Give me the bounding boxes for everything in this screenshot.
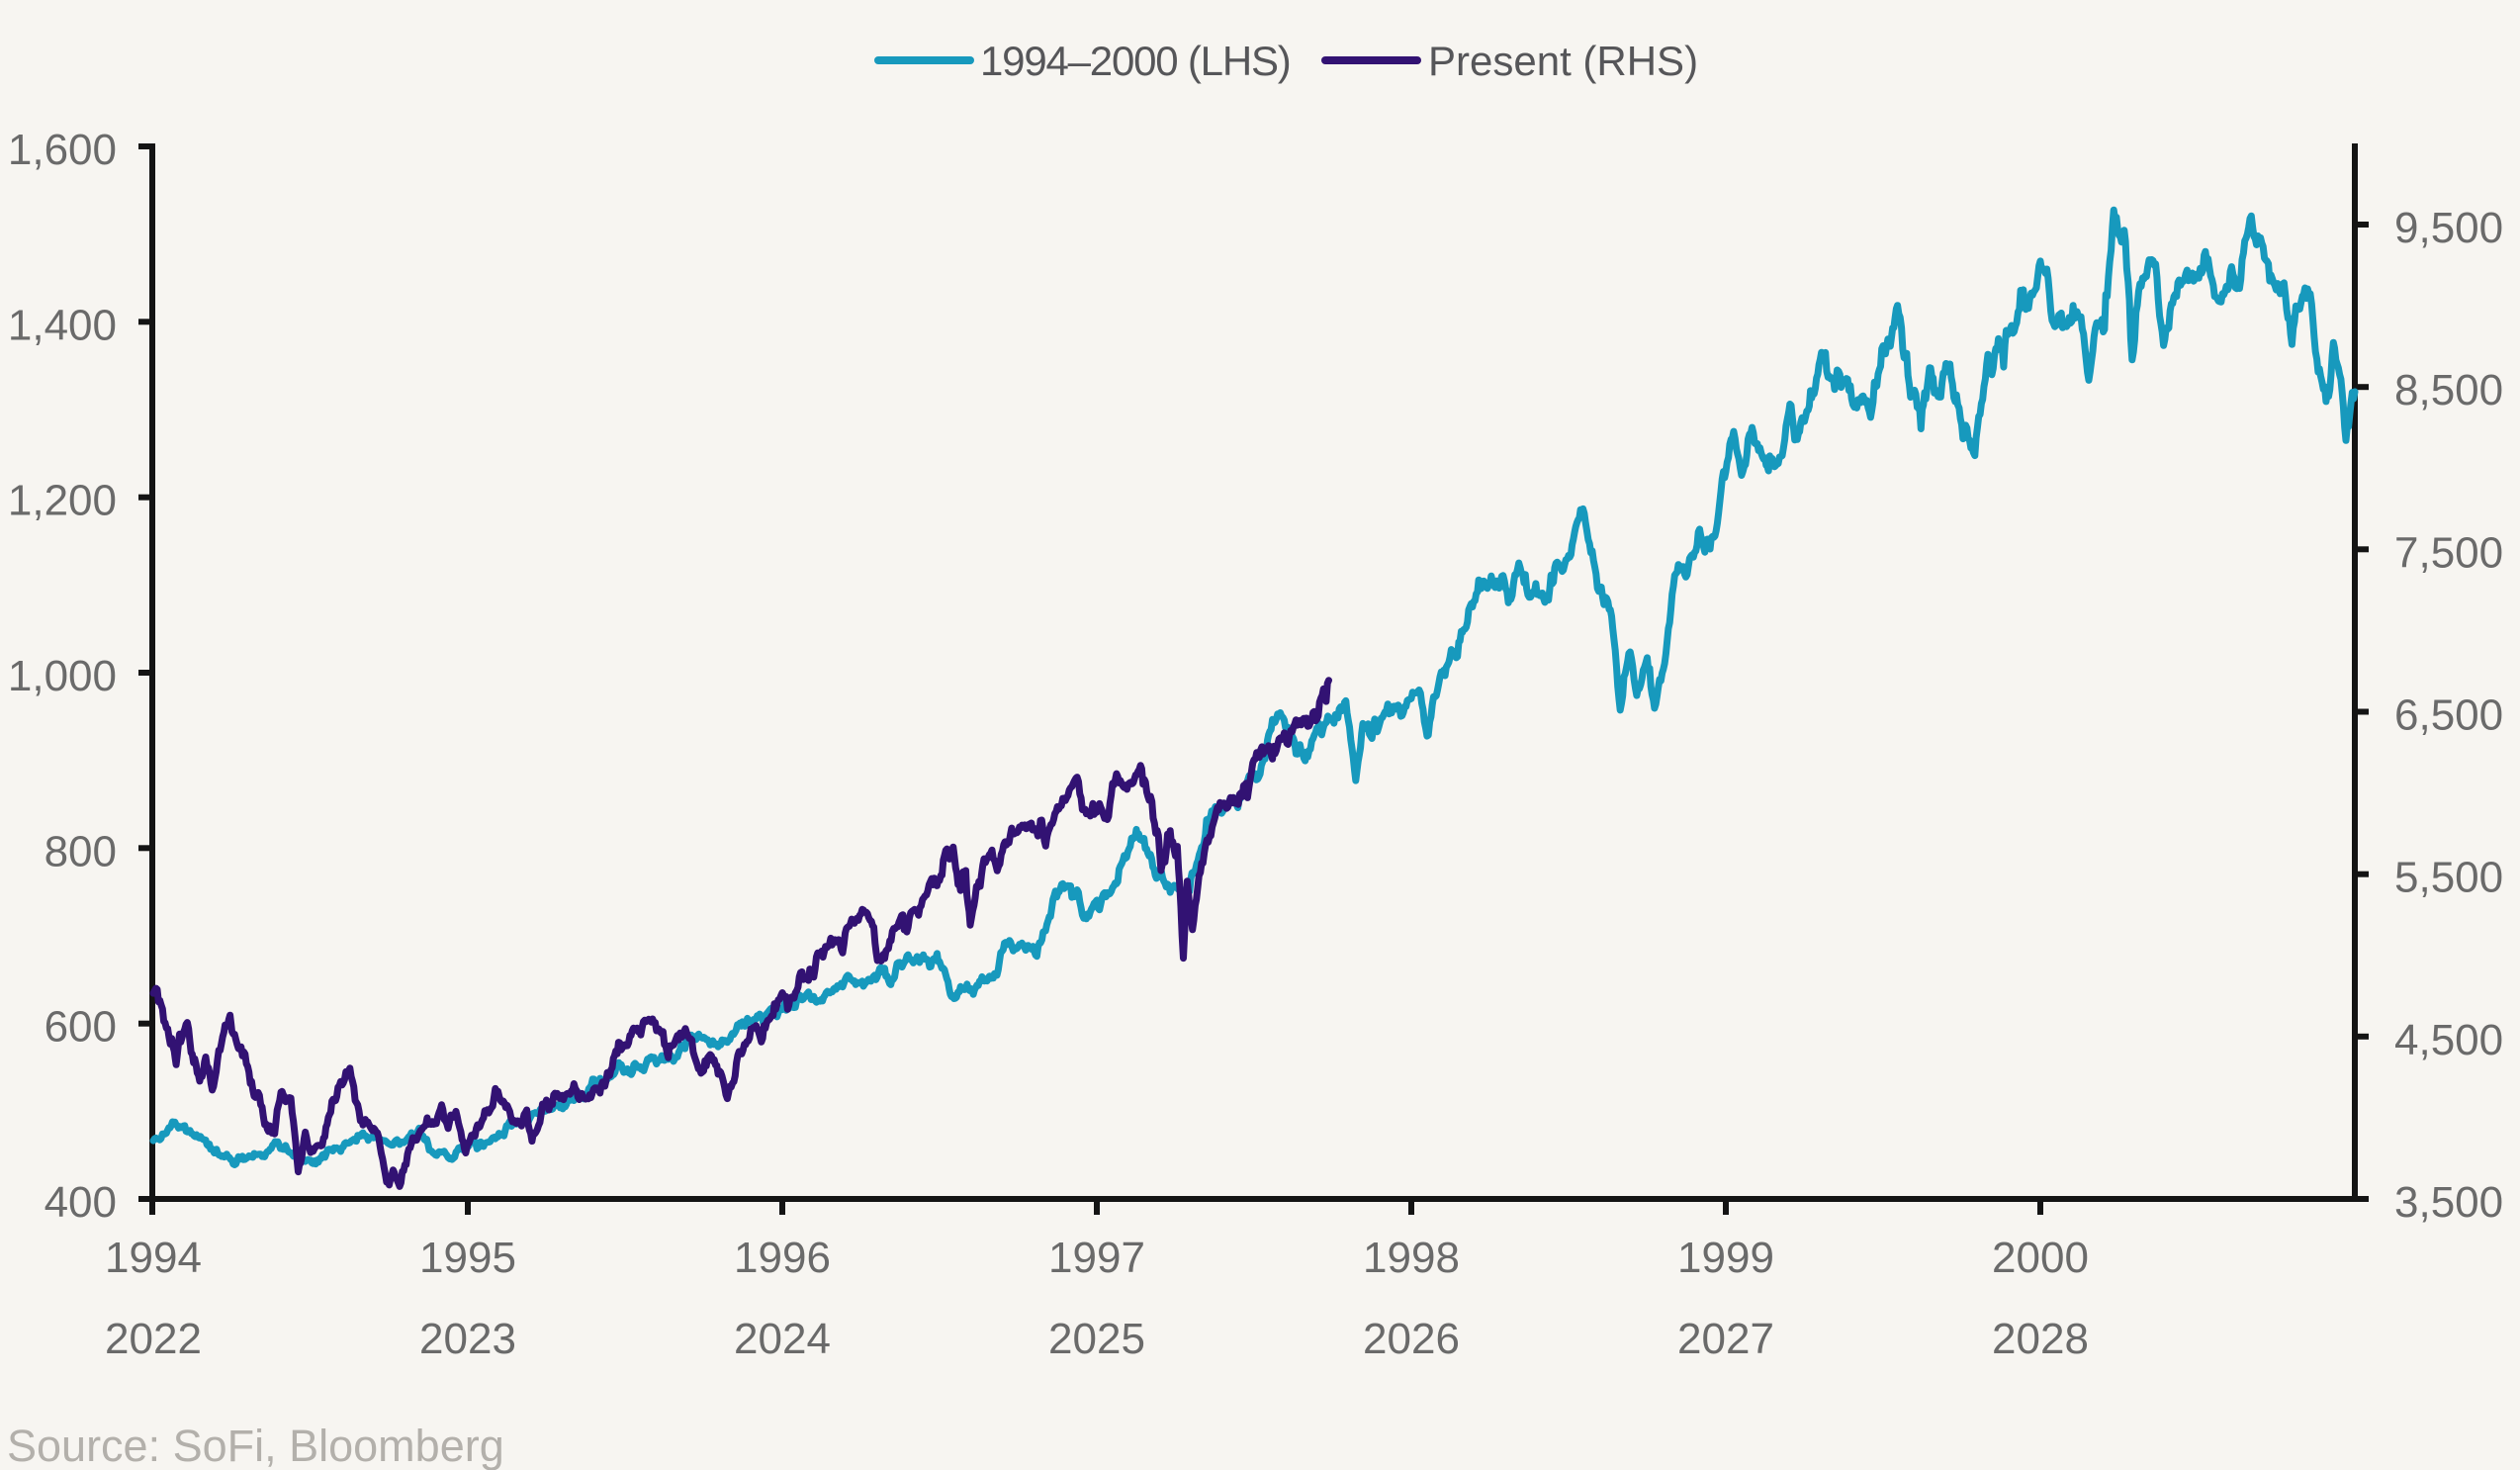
svg-text:4,500: 4,500 (2394, 1016, 2503, 1064)
svg-text:Present (RHS): Present (RHS) (1428, 38, 1698, 84)
svg-text:1,000: 1,000 (8, 652, 117, 700)
svg-text:2024: 2024 (734, 1315, 831, 1363)
svg-text:1994–2000 (LHS): 1994–2000 (LHS) (980, 38, 1291, 84)
svg-text:9,500: 9,500 (2394, 204, 2503, 252)
svg-text:2022: 2022 (105, 1315, 202, 1363)
svg-text:1996: 1996 (734, 1234, 831, 1282)
svg-text:1,200: 1,200 (8, 477, 117, 525)
svg-text:1997: 1997 (1048, 1234, 1145, 1282)
svg-text:5,500: 5,500 (2394, 854, 2503, 902)
svg-text:2028: 2028 (1992, 1315, 2089, 1363)
svg-text:8,500: 8,500 (2394, 366, 2503, 414)
svg-text:2025: 2025 (1048, 1315, 1145, 1363)
svg-text:2023: 2023 (419, 1315, 516, 1363)
svg-text:2027: 2027 (1677, 1315, 1774, 1363)
svg-text:400: 400 (45, 1178, 117, 1227)
svg-text:1999: 1999 (1677, 1234, 1774, 1282)
svg-text:7,500: 7,500 (2394, 528, 2503, 577)
svg-text:1998: 1998 (1363, 1234, 1460, 1282)
svg-text:800: 800 (45, 827, 117, 875)
svg-text:1994: 1994 (105, 1234, 202, 1282)
svg-text:1,400: 1,400 (8, 301, 117, 349)
svg-text:3,500: 3,500 (2394, 1178, 2503, 1227)
svg-text:6,500: 6,500 (2394, 691, 2503, 740)
svg-text:1995: 1995 (419, 1234, 516, 1282)
svg-text:2026: 2026 (1363, 1315, 1460, 1363)
svg-text:1,600: 1,600 (8, 126, 117, 174)
svg-text:600: 600 (45, 1003, 117, 1052)
svg-text:Source: SoFi, Bloomberg: Source: SoFi, Bloomberg (7, 1421, 504, 1470)
svg-text:2000: 2000 (1992, 1234, 2089, 1282)
